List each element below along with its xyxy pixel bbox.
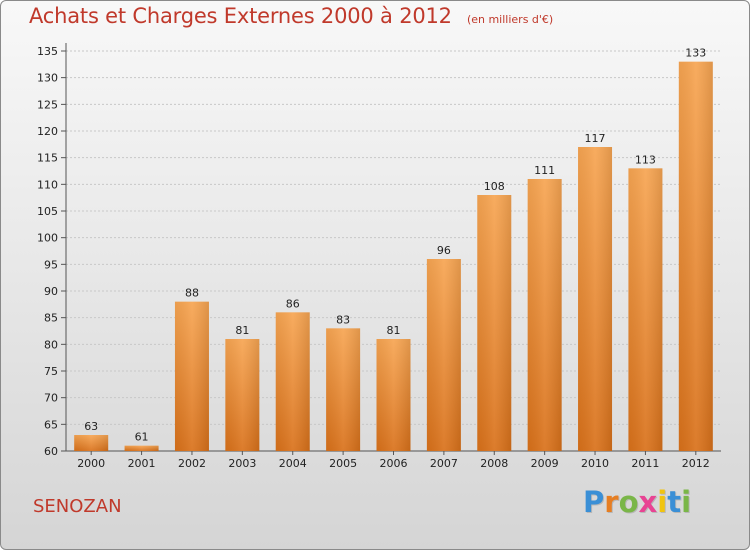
x-tick-label: 2010 [581, 457, 609, 470]
x-tick-label: 2009 [531, 457, 559, 470]
logo-letter: i [657, 485, 668, 519]
bar-shade-2002 [174, 301, 209, 451]
chart-title: Achats et Charges Externes 2000 à 2012 [29, 4, 452, 28]
x-tick-label: 2003 [228, 457, 256, 470]
y-tick-label: 125 [37, 98, 58, 111]
x-tick-label: 2006 [380, 457, 408, 470]
logo-letter: P [583, 485, 605, 519]
bar-value-label: 111 [534, 164, 555, 177]
y-tick-label: 90 [44, 285, 58, 298]
y-tick-label: 80 [44, 338, 58, 351]
x-tick-label: 2004 [279, 457, 307, 470]
bar-shade-2008 [477, 195, 512, 451]
bar-shade-2010 [578, 147, 613, 451]
x-tick-label: 2000 [77, 457, 105, 470]
logo-letter: r [604, 485, 619, 519]
bar-shade-2006 [376, 339, 411, 451]
proxiti-logo: Proxiti [583, 485, 691, 519]
bar-shade-2000 [74, 435, 109, 451]
x-tick-label: 2005 [329, 457, 357, 470]
logo-letter: t [667, 485, 682, 519]
x-tick-label: 2001 [128, 457, 156, 470]
y-tick-label: 100 [37, 232, 58, 245]
x-tick-label: 2011 [631, 457, 659, 470]
bar-shade-2001 [124, 445, 159, 451]
bar-shade-2011 [628, 168, 663, 452]
x-tick-label: 2012 [682, 457, 710, 470]
logo-letter: i [681, 485, 692, 519]
commune-name: SENOZAN [33, 496, 122, 517]
y-tick-label: 75 [44, 365, 58, 378]
bar-value-label: 133 [685, 47, 706, 60]
bar-value-label: 83 [336, 313, 350, 326]
y-tick-label: 85 [44, 312, 58, 325]
bar-value-label: 88 [185, 287, 199, 300]
chart-title-block: Achats et Charges Externes 2000 à 2012 (… [29, 4, 553, 28]
x-tick-label: 2008 [480, 457, 508, 470]
y-tick-label: 130 [37, 72, 58, 85]
y-tick-label: 120 [37, 125, 58, 138]
bar-shade-2005 [326, 328, 361, 451]
bar-shade-2009 [527, 179, 562, 451]
bar-shade-2012 [678, 61, 713, 452]
y-tick-label: 105 [37, 205, 58, 218]
bar-value-label: 113 [635, 153, 656, 166]
bar-value-label: 117 [585, 132, 606, 145]
bar-value-label: 61 [135, 431, 149, 444]
logo-letter: o [618, 485, 639, 519]
x-tick-label: 2002 [178, 457, 206, 470]
bar-shade-2007 [426, 259, 461, 451]
y-tick-label: 95 [44, 258, 58, 271]
y-tick-label: 70 [44, 392, 58, 405]
bar-value-label: 81 [387, 324, 401, 337]
bar-value-label: 81 [235, 324, 249, 337]
bars [74, 61, 713, 452]
chart-unit: (en milliers d'€) [466, 13, 554, 26]
bar-shade-2003 [225, 339, 260, 451]
bar-shade-2004 [275, 312, 310, 451]
x-tick-label: 2007 [430, 457, 458, 470]
y-tick-label: 110 [37, 178, 58, 191]
y-tick-label: 65 [44, 418, 58, 431]
bar-value-label: 63 [84, 420, 98, 433]
logo-letter: x [638, 485, 658, 519]
y-tick-label: 115 [37, 152, 58, 165]
labels: 60 65 70 75 80 85 90 95 100 105 110 115 120 125 130 135… [37, 45, 710, 470]
bar-value-label: 108 [484, 180, 505, 193]
y-tick-label: 135 [37, 45, 58, 58]
bar-value-label: 96 [437, 244, 451, 257]
bar-value-label: 86 [286, 297, 300, 310]
y-tick-label: 60 [44, 445, 58, 458]
